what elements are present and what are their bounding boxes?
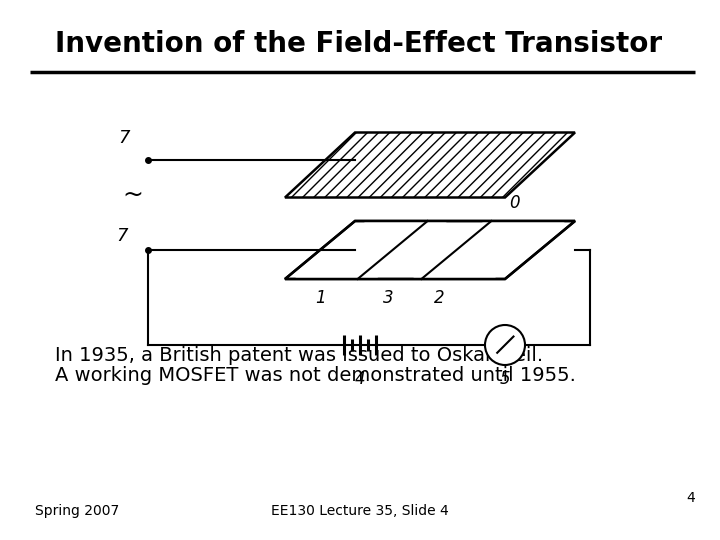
- Text: A working MOSFET was not demonstrated until 1955.: A working MOSFET was not demonstrated un…: [55, 366, 576, 385]
- Polygon shape: [295, 222, 447, 278]
- Text: Invention of the Field-Effect Transistor: Invention of the Field-Effect Transistor: [55, 30, 662, 58]
- Polygon shape: [413, 222, 565, 278]
- Polygon shape: [285, 132, 575, 198]
- Text: In 1935, a British patent was issued to Oskar Heil.: In 1935, a British patent was issued to …: [55, 346, 543, 365]
- Text: 3: 3: [383, 289, 394, 307]
- Text: EE130 Lecture 35, Slide 4: EE130 Lecture 35, Slide 4: [271, 504, 449, 518]
- Text: 4: 4: [686, 491, 695, 505]
- Text: 7: 7: [117, 227, 128, 245]
- Text: Spring 2007: Spring 2007: [35, 504, 120, 518]
- Text: 5: 5: [500, 370, 510, 388]
- Text: 2: 2: [433, 289, 444, 307]
- Text: 1: 1: [315, 289, 325, 307]
- Text: 7: 7: [119, 129, 130, 147]
- Text: 0: 0: [509, 193, 520, 212]
- Text: 4: 4: [355, 370, 365, 388]
- Polygon shape: [285, 221, 575, 279]
- Text: ~: ~: [122, 183, 143, 207]
- Circle shape: [485, 325, 525, 365]
